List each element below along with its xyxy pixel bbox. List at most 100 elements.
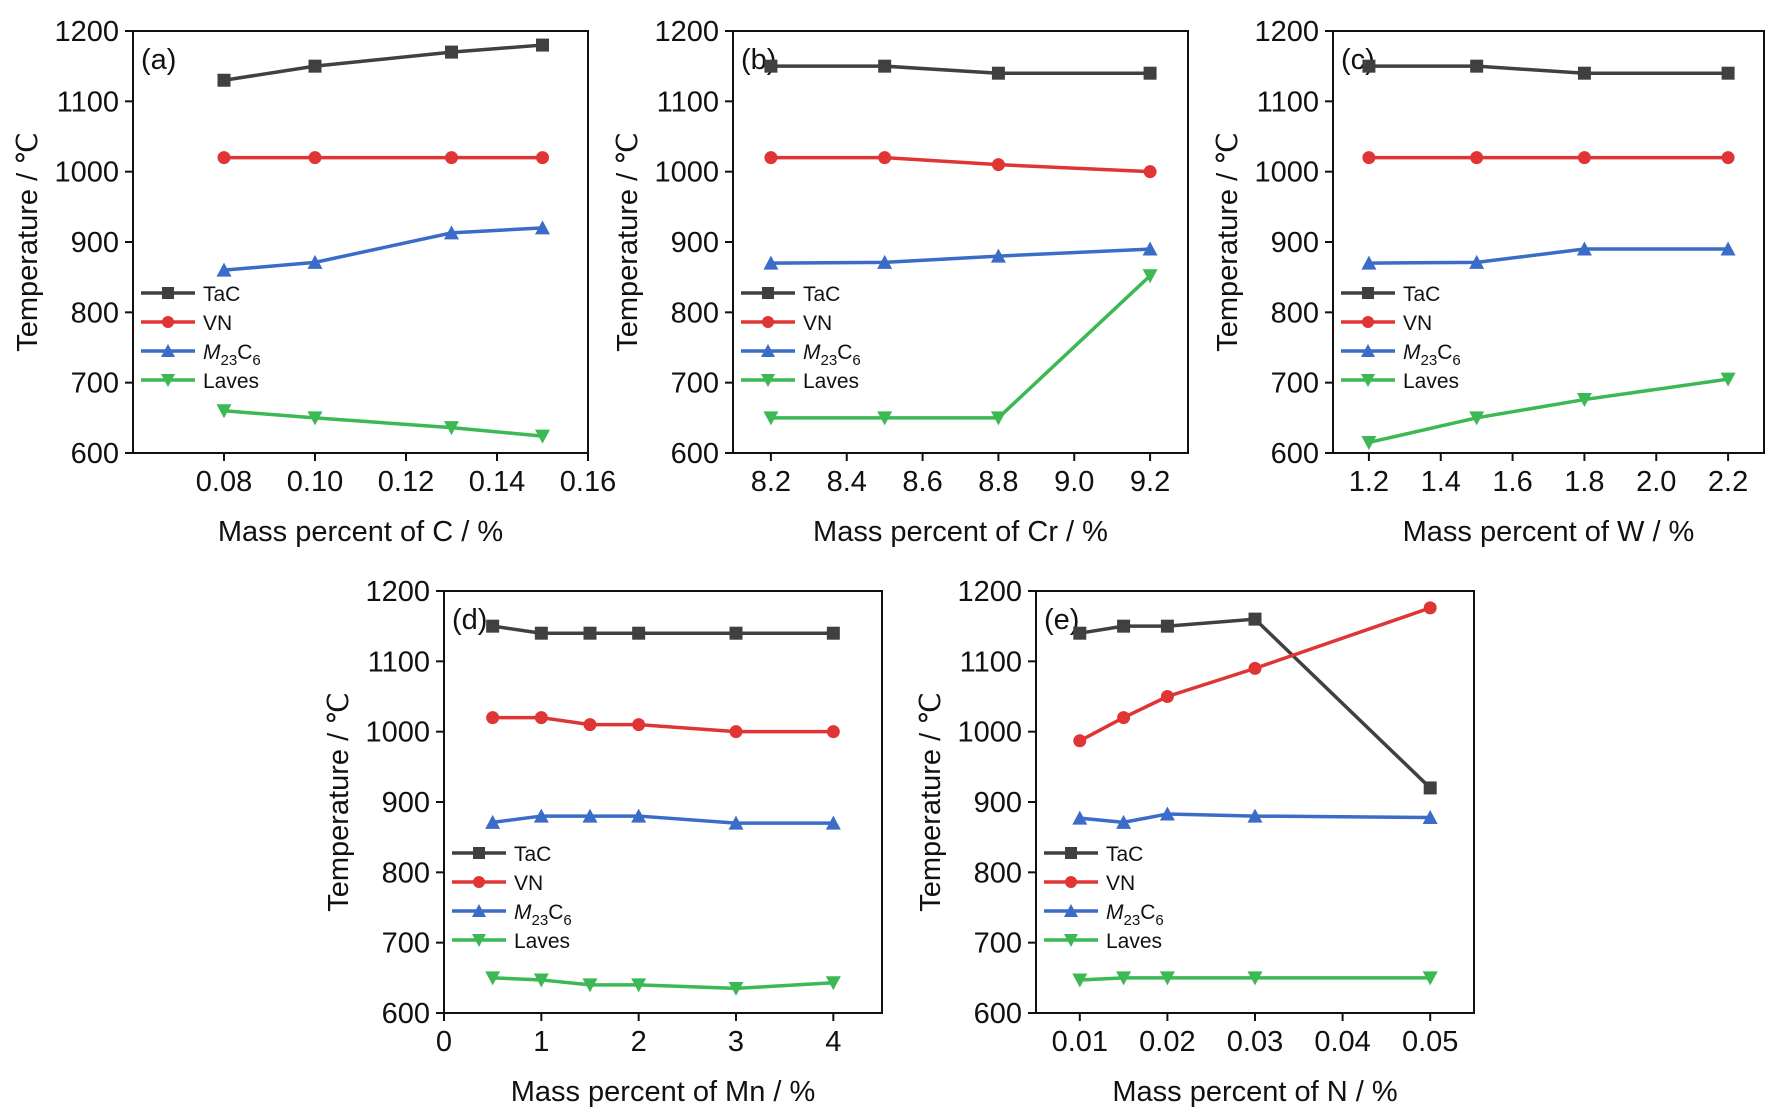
y-axis-label: Temperature / ℃ — [612, 132, 644, 352]
x-tick-label: 9.0 — [1054, 466, 1094, 498]
data-point-tac — [1577, 66, 1591, 80]
legend-marker-vn — [1065, 876, 1077, 888]
legend-label-m23c6: M23C6 — [514, 901, 572, 929]
y-tick-label: 1100 — [960, 646, 1022, 678]
y-tick-label: 700 — [671, 368, 719, 400]
data-point-m23c6 — [444, 225, 459, 240]
data-point-m23c6 — [990, 248, 1006, 263]
x-tick-label: 2.0 — [1636, 466, 1676, 498]
data-point-laves — [1116, 971, 1132, 986]
plot-frame — [443, 590, 883, 1014]
data-point-laves — [1142, 269, 1158, 284]
x-tick-label: 0.10 — [287, 466, 343, 498]
legend-label-laves: Laves — [1106, 930, 1162, 953]
data-point-tac — [1362, 59, 1376, 73]
data-point-tac — [1160, 619, 1174, 633]
data-point-m23c6 — [1361, 255, 1377, 270]
y-tick-label: 800 — [71, 297, 119, 329]
data-point-tac — [308, 59, 322, 73]
y-tick-label: 700 — [974, 928, 1022, 960]
y-tick-label: 1200 — [1254, 16, 1319, 48]
y-tick-label: 800 — [671, 297, 719, 329]
legend-label-m23c6: M23C6 — [803, 341, 861, 369]
y-tick-label: 800 — [974, 857, 1022, 889]
data-point-laves — [1576, 393, 1592, 408]
data-point-m23c6 — [825, 815, 841, 830]
y-axis-label: Temperature / ℃ — [915, 692, 947, 912]
data-point-vn — [1423, 601, 1437, 615]
data-point-tac — [1721, 66, 1735, 80]
y-tick-label: 900 — [671, 227, 719, 259]
x-tick-label: 1 — [533, 1026, 549, 1058]
y-axis-label: Temperature / ℃ — [12, 132, 44, 352]
legend-label-vn: VN — [1106, 872, 1135, 895]
data-point-vn — [991, 158, 1005, 172]
legend-marker-laves — [161, 374, 175, 387]
data-point-laves — [631, 978, 647, 993]
panel-label: (a) — [141, 44, 176, 76]
legend-marker-vn — [1362, 316, 1374, 328]
data-point-m23c6 — [1142, 241, 1158, 256]
legend-label-laves: Laves — [803, 370, 859, 393]
data-point-vn — [1143, 165, 1157, 179]
plot-frame — [732, 30, 1189, 454]
y-tick-label: 700 — [1271, 368, 1319, 400]
x-tick-label: 0 — [436, 1026, 452, 1058]
legend-marker-laves — [761, 374, 775, 387]
data-point-tac — [1117, 619, 1131, 633]
y-tick-label: 1100 — [657, 86, 719, 118]
data-point-m23c6 — [1072, 810, 1088, 825]
data-point-vn — [1160, 690, 1174, 703]
data-point-m23c6 — [1576, 241, 1592, 256]
x-tick-label: 1.2 — [1349, 466, 1389, 498]
data-point-m23c6 — [1422, 809, 1438, 824]
y-tick-label: 900 — [382, 787, 430, 819]
series-line-tac — [223, 43, 543, 82]
legend-label-laves: Laves — [1403, 370, 1459, 393]
y-tick-label: 1100 — [368, 646, 430, 678]
y-tick-label: 900 — [1271, 227, 1319, 259]
x-axis-label: Mass percent of W / % — [1403, 516, 1695, 548]
plot-frame — [1332, 30, 1765, 454]
series-line-laves — [1368, 377, 1729, 445]
y-tick-label: 800 — [382, 857, 430, 889]
data-point-vn — [1117, 711, 1131, 725]
data-point-m23c6 — [1720, 241, 1736, 256]
data-point-laves — [1720, 372, 1736, 387]
x-tick-label: 8.2 — [751, 466, 791, 498]
x-axis-label: Mass percent of N / % — [1112, 1076, 1397, 1108]
legend-label-vn: VN — [203, 312, 232, 335]
series-line-tac — [492, 624, 834, 635]
data-point-tac — [878, 59, 892, 73]
x-axis-label: Mass percent of Mn / % — [511, 1076, 816, 1108]
x-tick-label: 2.2 — [1708, 466, 1748, 498]
series-line-tac — [1079, 617, 1432, 790]
y-tick-label: 900 — [71, 227, 119, 259]
data-point-tac — [1143, 66, 1157, 80]
y-tick-label: 600 — [974, 998, 1022, 1030]
data-point-m23c6 — [877, 254, 893, 269]
y-axis-label: Temperature / ℃ — [323, 692, 355, 912]
panel-b: 600 700 800 900 1000 1100 1200 8.2 8.4 8.6 8.8 9.0 9… — [612, 16, 1189, 548]
data-point-vn — [536, 151, 549, 165]
legend-label-m23c6: M23C6 — [203, 341, 261, 369]
data-point-m23c6 — [582, 808, 598, 823]
legend-marker-m23c6 — [1064, 904, 1078, 917]
y-tick-label: 600 — [382, 998, 430, 1030]
x-tick-label: 1.4 — [1421, 466, 1461, 498]
data-point-vn — [217, 151, 231, 165]
data-point-laves — [444, 421, 459, 436]
panel-e: 600 700 800 900 1000 1100 1200 0.01 0.02 0.03 0.04… — [915, 576, 1475, 1108]
legend-marker-tac — [1065, 847, 1077, 859]
data-point-vn — [878, 151, 892, 165]
legend-marker-vn — [762, 316, 774, 328]
y-tick-label: 1000 — [1254, 157, 1319, 189]
data-point-vn — [1470, 151, 1484, 165]
x-tick-label: 1.8 — [1564, 466, 1604, 498]
legend-marker-m23c6 — [161, 344, 175, 357]
data-point-laves — [533, 973, 549, 988]
data-point-laves — [877, 411, 893, 426]
legend-marker-vn — [473, 876, 485, 888]
